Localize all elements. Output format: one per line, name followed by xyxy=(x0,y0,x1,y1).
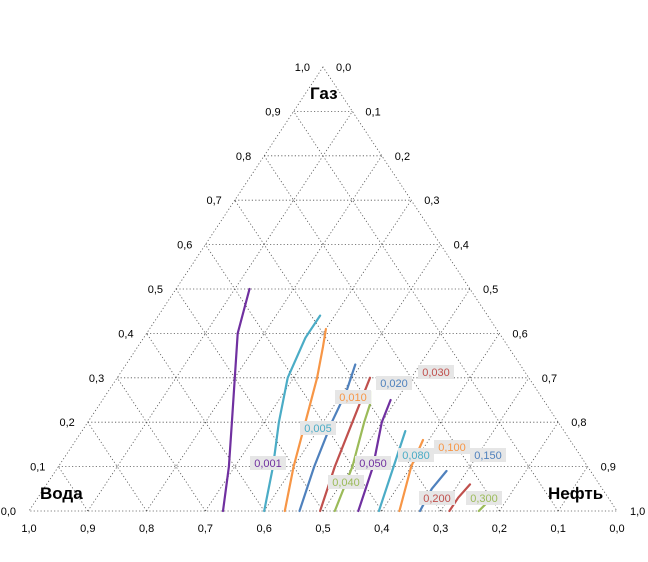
tick-label-gas: 0,1 xyxy=(30,462,45,474)
gridline-water xyxy=(58,466,89,512)
data-label: 0,005 xyxy=(304,423,332,435)
data-labels: 0,001 0,005 0,010 0,020 0,030 0,040 0,050 0,080… xyxy=(250,365,506,505)
tick-label-gas: 0,4 xyxy=(118,328,133,340)
tick-label-water: 0,4 xyxy=(374,523,389,535)
tick-label-water: 0,2 xyxy=(492,523,507,535)
data-label-background xyxy=(434,440,470,454)
gridline-water xyxy=(146,333,265,512)
data-label-background xyxy=(250,456,286,470)
tick-label-oil: 1,0 xyxy=(630,506,645,518)
tick-label-gas: 0,8 xyxy=(236,151,251,163)
tick-label-water: 0,3 xyxy=(433,523,448,535)
corner-label-top: Газ xyxy=(310,84,338,103)
tick-label-oil: 0,5 xyxy=(483,284,498,296)
data-label-background xyxy=(335,390,371,404)
data-label: 0,020 xyxy=(380,378,408,390)
tick-label-water: 0,9 xyxy=(80,523,95,535)
data-label: 0,080 xyxy=(402,450,430,462)
series-line xyxy=(283,327,327,513)
tick-label-oil: 0,7 xyxy=(542,373,557,385)
data-label-background xyxy=(398,448,434,462)
tick-label-gas: 0,6 xyxy=(177,240,192,252)
tick-label-gas: 0,3 xyxy=(89,373,104,385)
tick-label-water: 0,8 xyxy=(139,523,154,535)
series-line xyxy=(263,314,322,513)
gridline-oil xyxy=(557,466,588,512)
series-line xyxy=(357,398,392,513)
tick-label-gas: 0,5 xyxy=(148,284,163,296)
tick-label-oil: 0,0 xyxy=(336,62,351,74)
corner-label-right: Нефть xyxy=(548,484,603,503)
series-line xyxy=(221,287,251,513)
tick-label-gas: 0,0 xyxy=(1,506,16,518)
tick-label-oil: 0,9 xyxy=(601,462,616,474)
tick-label-oil: 0,3 xyxy=(424,195,439,207)
gridline-oil xyxy=(87,111,353,512)
data-label: 0,200 xyxy=(423,493,451,505)
tick-label-gas: 0,7 xyxy=(207,195,222,207)
data-label: 0,040 xyxy=(332,477,360,489)
data-label-background xyxy=(355,456,391,470)
data-label-background xyxy=(376,376,412,390)
gridline-water xyxy=(87,421,147,512)
tick-label-gas: 1,0 xyxy=(295,62,310,74)
data-label: 0,150 xyxy=(474,450,502,462)
gridline-oil xyxy=(381,333,500,512)
series-line xyxy=(377,430,407,513)
data-label-background xyxy=(466,491,502,505)
gridline-oil xyxy=(499,421,559,512)
data-label-background xyxy=(300,421,336,435)
data-label: 0,050 xyxy=(359,458,387,470)
data-label: 0,030 xyxy=(422,367,450,379)
tick-label-oil: 0,6 xyxy=(512,328,527,340)
tick-label-water: 0,1 xyxy=(551,523,566,535)
tick-labels: 1,0 0,0 1,0 0,9 0,1 0,9 0,8 0,2 0,8 0,7 0,3 0,7 0,6 0… xyxy=(1,62,646,535)
tick-label-water: 0,0 xyxy=(609,523,624,535)
tick-label-oil: 0,8 xyxy=(571,417,586,429)
series-line xyxy=(448,483,472,513)
data-label: 0,001 xyxy=(254,458,282,470)
tick-label-water: 0,7 xyxy=(198,523,213,535)
data-label: 0,010 xyxy=(339,392,367,404)
tick-label-oil: 0,4 xyxy=(454,240,469,252)
data-label-background xyxy=(470,448,506,462)
tick-label-water: 0,6 xyxy=(257,523,272,535)
tick-label-oil: 0,1 xyxy=(365,106,380,118)
data-label-background xyxy=(328,475,364,489)
gridline-oil xyxy=(440,377,530,512)
tick-label-water: 1,0 xyxy=(21,523,36,535)
tick-label-oil: 0,2 xyxy=(395,151,410,163)
data-label-background xyxy=(418,365,454,379)
gridline-oil xyxy=(205,199,412,512)
tick-label-water: 0,5 xyxy=(315,523,330,535)
gridline-oil xyxy=(322,288,471,512)
gridline-water xyxy=(116,377,206,512)
gridline-water xyxy=(175,288,324,512)
data-label: 0,100 xyxy=(438,442,466,454)
tick-label-gas: 0,2 xyxy=(60,417,75,429)
data-label: 0,300 xyxy=(470,493,498,505)
data-label-background xyxy=(419,491,455,505)
corner-label-left: Вода xyxy=(40,484,83,503)
tick-label-gas: 0,9 xyxy=(265,106,280,118)
